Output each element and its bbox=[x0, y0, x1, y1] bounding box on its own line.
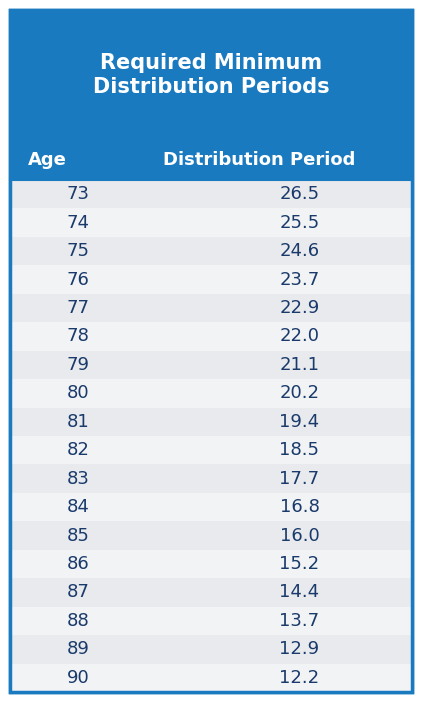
Text: 26.5: 26.5 bbox=[279, 185, 319, 203]
Text: 14.4: 14.4 bbox=[279, 583, 319, 602]
Text: 90: 90 bbox=[67, 669, 90, 687]
Bar bbox=[10, 237, 412, 265]
Text: 17.7: 17.7 bbox=[279, 470, 319, 488]
Text: 12.2: 12.2 bbox=[279, 669, 319, 687]
Text: 16.8: 16.8 bbox=[279, 498, 319, 516]
Text: 15.2: 15.2 bbox=[279, 555, 319, 573]
FancyBboxPatch shape bbox=[10, 10, 412, 692]
Text: 78: 78 bbox=[67, 327, 90, 345]
Bar bbox=[10, 436, 412, 465]
Text: 76: 76 bbox=[67, 270, 90, 289]
Text: 89: 89 bbox=[67, 640, 90, 658]
Text: 74: 74 bbox=[67, 213, 90, 232]
Bar bbox=[10, 293, 412, 322]
Bar bbox=[10, 208, 412, 237]
Bar bbox=[10, 351, 412, 379]
Text: Distribution Period: Distribution Period bbox=[163, 151, 355, 169]
Text: 13.7: 13.7 bbox=[279, 612, 319, 630]
Bar bbox=[10, 607, 412, 635]
Text: 20.2: 20.2 bbox=[279, 384, 319, 402]
Text: 77: 77 bbox=[67, 299, 90, 317]
Text: 83: 83 bbox=[67, 470, 90, 488]
Bar bbox=[10, 265, 412, 293]
Text: 18.5: 18.5 bbox=[279, 442, 319, 459]
Bar bbox=[10, 635, 412, 663]
Text: 73: 73 bbox=[67, 185, 90, 203]
Text: 79: 79 bbox=[67, 356, 90, 374]
Bar bbox=[10, 663, 412, 692]
Bar bbox=[10, 408, 412, 436]
Text: 25.5: 25.5 bbox=[279, 213, 319, 232]
Bar bbox=[10, 578, 412, 607]
Text: 80: 80 bbox=[67, 384, 89, 402]
Text: 88: 88 bbox=[67, 612, 90, 630]
Bar bbox=[10, 322, 412, 351]
Text: 82: 82 bbox=[67, 442, 90, 459]
Text: 22.0: 22.0 bbox=[279, 327, 319, 345]
Bar bbox=[10, 550, 412, 578]
Text: 24.6: 24.6 bbox=[279, 242, 319, 260]
Text: 86: 86 bbox=[67, 555, 90, 573]
Text: 85: 85 bbox=[67, 526, 90, 545]
Text: 16.0: 16.0 bbox=[279, 526, 319, 545]
Text: 21.1: 21.1 bbox=[279, 356, 319, 374]
Bar bbox=[10, 493, 412, 522]
Bar bbox=[10, 465, 412, 493]
Text: 22.9: 22.9 bbox=[279, 299, 319, 317]
Text: 81: 81 bbox=[67, 413, 90, 431]
Bar bbox=[10, 10, 412, 180]
Text: 84: 84 bbox=[67, 498, 90, 516]
Text: Required Minimum
Distribution Periods: Required Minimum Distribution Periods bbox=[93, 53, 329, 97]
Bar bbox=[10, 522, 412, 550]
Text: Age: Age bbox=[28, 151, 67, 169]
Text: 12.9: 12.9 bbox=[279, 640, 319, 658]
Bar bbox=[10, 180, 412, 208]
Bar bbox=[10, 379, 412, 408]
Text: 23.7: 23.7 bbox=[279, 270, 319, 289]
Text: 75: 75 bbox=[67, 242, 90, 260]
Text: 19.4: 19.4 bbox=[279, 413, 319, 431]
Text: 87: 87 bbox=[67, 583, 90, 602]
